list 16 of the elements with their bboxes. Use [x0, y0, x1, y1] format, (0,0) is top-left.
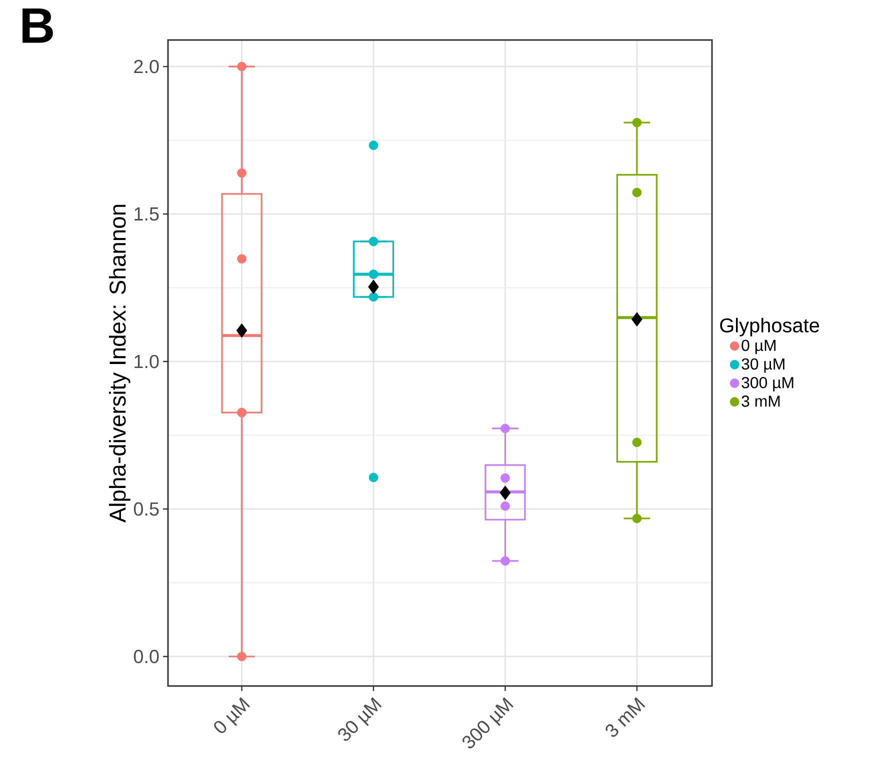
chart-title: B [22, 8, 53, 43]
x-tick-label: 0 µM [214, 697, 250, 734]
y-axis-title: Alpha-diversity Index: Shannon [108, 204, 130, 523]
y-tick-label: 1.5 [134, 207, 159, 221]
x-tick-label: 300 µM [462, 697, 514, 748]
y-tick-label: 0.5 [134, 502, 159, 516]
y-tick-label: 2.0 [134, 60, 159, 74]
x-tick-label: 30 µM [338, 697, 382, 741]
legend-label: 0 µM [742, 340, 776, 354]
legend-label: 300 µM [742, 376, 794, 392]
legend-label: 3 mM [742, 396, 780, 407]
y-tick-label: 0.0 [134, 650, 159, 664]
x-tick-label: 3 mM [606, 697, 646, 737]
legend-label: 30 µM [742, 358, 784, 373]
y-tick-label: 1.0 [134, 354, 159, 368]
legend-title: Glyphosate [720, 318, 820, 336]
